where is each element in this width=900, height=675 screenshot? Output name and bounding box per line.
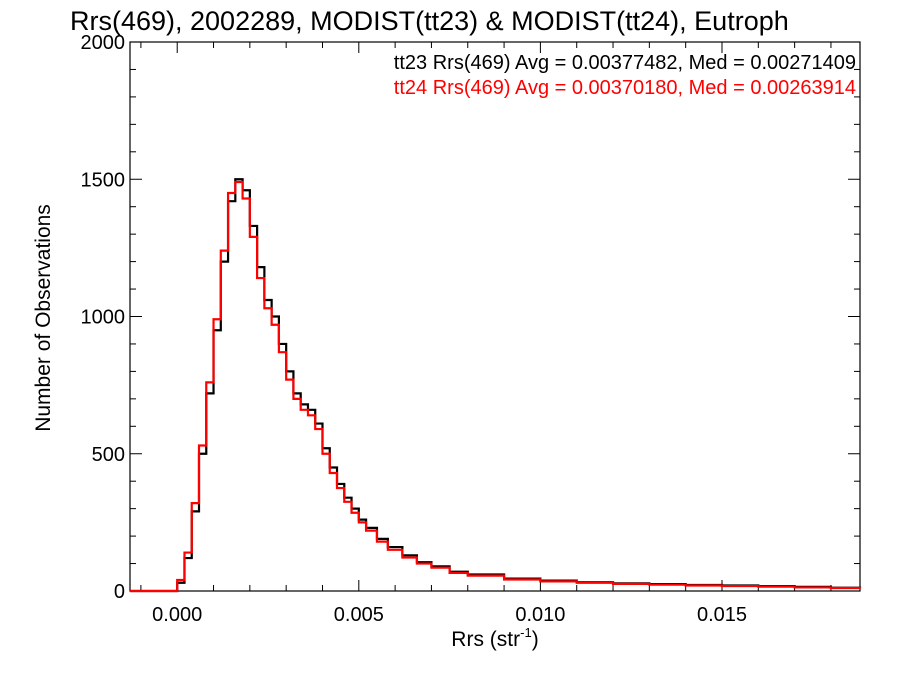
x-tick-label: 0.010 [515,604,565,626]
series-line-tt23 [130,178,862,593]
plot-frame-rect [129,41,861,592]
series-line-tt24 [130,180,862,593]
x-axis-title-main: Rrs (str [451,628,520,651]
legend-entry-tt24: tt24 Rrs(469) Avg = 0.00370180, Med = 0.… [394,77,856,99]
x-axis: 0.000 0.005 0.010 0.015 [140,42,832,626]
y-tick-label: 1000 [81,307,126,329]
x-axis-title-suffix: ) [532,628,539,651]
x-axis-title-superscript: -1 [520,625,532,640]
y-axis: 0 500 1000 1500 2000 [81,32,860,603]
chart-title: Rrs(469), 2002289, MODIST(tt23) & MODIST… [70,6,789,36]
y-axis-title: Number of Observations [32,204,55,432]
y-tick-label: 1500 [81,169,126,191]
y-tick-label: 2000 [81,32,126,54]
y-tick-label: 0 [114,581,125,603]
y-tick-label: 500 [92,444,125,466]
x-tick-label: 0.000 [152,604,202,626]
x-axis-title: Rrs (str-1) [451,625,538,651]
series-layer [130,178,862,593]
x-tick-label: 0.015 [697,604,747,626]
plot-frame [129,41,861,592]
legend: tt23 Rrs(469) Avg = 0.00377482, Med = 0.… [394,52,856,99]
legend-entry-tt23: tt23 Rrs(469) Avg = 0.00377482, Med = 0.… [394,52,856,74]
x-tick-label: 0.005 [334,604,384,626]
